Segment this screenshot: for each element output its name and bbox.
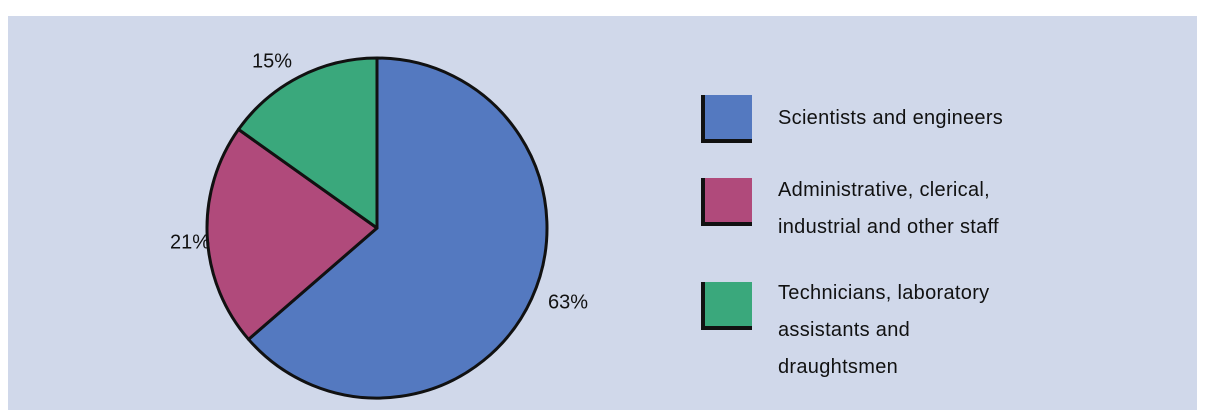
legend-swatch [705, 282, 752, 326]
pie-slice [205, 127, 379, 341]
pie-slice [247, 56, 549, 400]
legend-label: Administrative, clerical, industrial and… [778, 179, 999, 238]
slice-label: 63% [548, 291, 588, 313]
slice-label: 15% [252, 50, 292, 72]
pie-slice [237, 56, 379, 230]
legend-label: Technicians, laboratory assistants and d… [778, 282, 990, 378]
legend-swatch [705, 178, 752, 222]
legend-label: Scientists and engineers [778, 107, 1004, 129]
legend-swatch [705, 95, 752, 139]
slice-label: 21% [170, 231, 210, 253]
